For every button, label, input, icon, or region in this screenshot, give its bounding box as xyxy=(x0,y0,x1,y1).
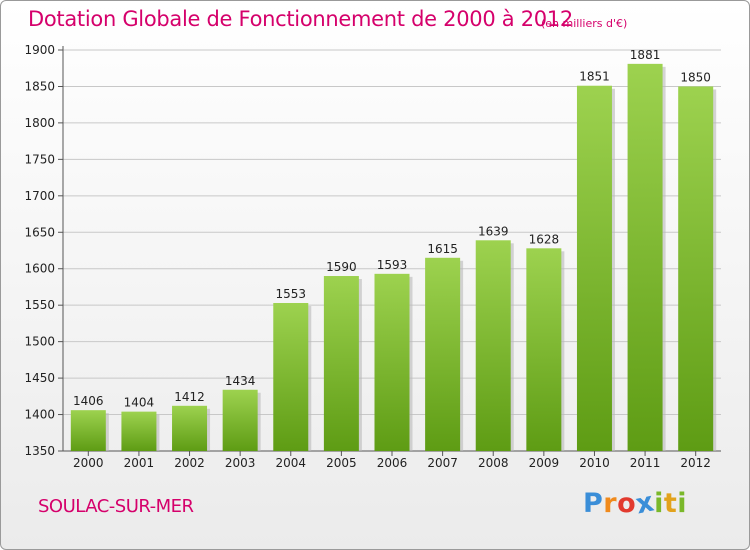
value-label-2006: 1593 xyxy=(377,258,408,272)
proxiti-logo: Proxiti xyxy=(583,486,688,520)
value-label-2005: 1590 xyxy=(326,260,357,274)
logo-letter: o xyxy=(617,488,637,519)
value-label-2004: 1553 xyxy=(275,287,306,301)
x-tick-label-2004: 2004 xyxy=(275,456,306,470)
x-tick-labels: 2000 2001 2002 2003 2004 2005 2006 2007 2008 2009… xyxy=(73,456,711,470)
value-label-2003: 1434 xyxy=(225,374,256,388)
bar-2007 xyxy=(425,257,461,451)
y-tick-label: 1400 xyxy=(24,408,55,422)
logo-letter: P xyxy=(583,488,604,519)
y-tick-label: 1850 xyxy=(24,79,55,93)
value-label-2008: 1639 xyxy=(478,224,509,238)
y-tick-label: 1350 xyxy=(24,444,55,458)
y-tick-label: 1500 xyxy=(24,335,55,349)
value-label-2002: 1412 xyxy=(174,390,205,404)
logo-letter: i xyxy=(654,488,664,519)
bar-2012 xyxy=(678,86,714,452)
x-tick-label-2001: 2001 xyxy=(124,456,155,470)
x-tick-label-2009: 2009 xyxy=(529,456,560,470)
x-tick-label-2003: 2003 xyxy=(225,456,256,470)
city-name: SOULAC-SUR-MER xyxy=(38,496,194,517)
x-tick-label-2005: 2005 xyxy=(326,456,357,470)
x-tick-label-2007: 2007 xyxy=(427,456,458,470)
bar-2008 xyxy=(475,240,511,451)
logo-letter: t xyxy=(663,488,678,519)
y-tick-label: 1900 xyxy=(24,43,55,57)
bar-2005 xyxy=(323,276,359,451)
y-tick-label: 1800 xyxy=(24,116,55,130)
value-label-2007: 1615 xyxy=(427,242,458,256)
value-label-2012: 1850 xyxy=(680,70,711,84)
bar-2009 xyxy=(526,248,562,451)
bar-2000 xyxy=(70,410,106,451)
bar-2010 xyxy=(576,85,612,451)
value-label-2010: 1851 xyxy=(579,70,610,84)
x-tick-label-2011: 2011 xyxy=(630,456,661,470)
y-tick-label: 1700 xyxy=(24,189,55,203)
x-tick-label-2006: 2006 xyxy=(377,456,408,470)
value-label-2011: 1881 xyxy=(630,48,661,62)
x-tick-label-2008: 2008 xyxy=(478,456,509,470)
bar-2004 xyxy=(273,302,309,451)
x-tick-label-2010: 2010 xyxy=(579,456,610,470)
value-label-2001: 1404 xyxy=(124,396,155,410)
bars xyxy=(70,63,717,452)
bar-2003 xyxy=(222,389,258,451)
logo-letter: i xyxy=(677,488,688,519)
bar-2002 xyxy=(172,405,208,451)
y-tick-label: 1600 xyxy=(24,262,55,276)
chart-subtitle: (en milliers d'€) xyxy=(541,17,628,30)
x-tick-label-2000: 2000 xyxy=(73,456,104,470)
y-tick-label: 1750 xyxy=(24,152,55,166)
chart-title: Dotation Globale de Fonctionnement de 20… xyxy=(28,7,573,31)
y-tick-label: 1650 xyxy=(24,225,55,239)
value-label-2000: 1406 xyxy=(73,394,104,408)
y-tick-label: 1550 xyxy=(24,298,55,312)
bar-2001 xyxy=(121,411,157,451)
y-tick-label: 1450 xyxy=(24,371,55,385)
y-tick-labels: 1350 1400 1450 1500 1550 1600 1650 1700 1750 1800… xyxy=(24,43,55,458)
logo-letter: r xyxy=(603,488,618,519)
value-label-2009: 1628 xyxy=(529,232,560,246)
x-tick-label-2012: 2012 xyxy=(680,456,711,470)
value-labels: 1406 1404 1412 1434 1553 1590 1593 1615 1639 1628… xyxy=(73,48,711,410)
bar-2011 xyxy=(627,63,663,452)
bar-2006 xyxy=(374,273,410,451)
x-tick-label-2002: 2002 xyxy=(174,456,205,470)
